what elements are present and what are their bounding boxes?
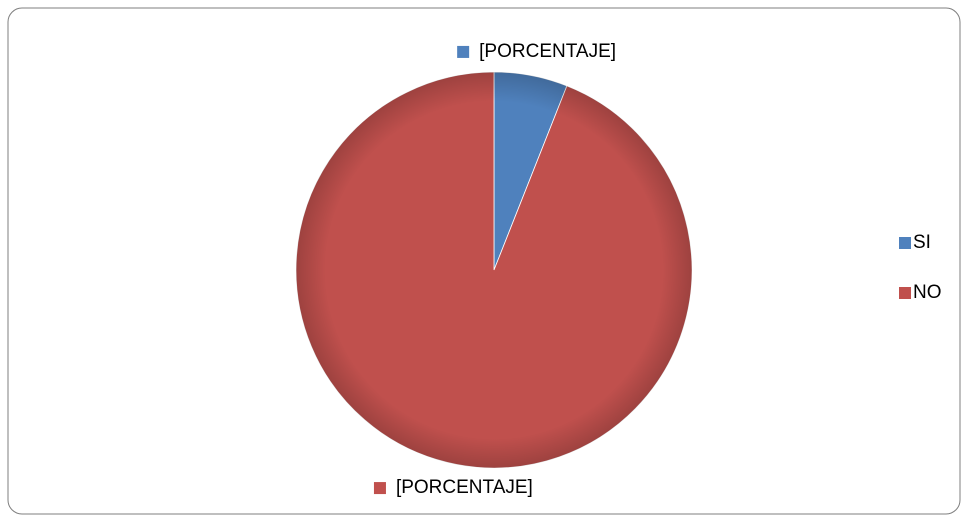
data-label-marker — [457, 45, 470, 58]
data-label: [PORCENTAJE] — [396, 477, 533, 498]
legend-label: SI — [913, 232, 931, 253]
data-label: [PORCENTAJE] — [479, 41, 616, 62]
data-label-marker — [373, 482, 386, 495]
legend-marker — [899, 237, 911, 249]
legend-marker — [899, 287, 911, 299]
pie-slice — [295, 71, 693, 469]
legend-label: NO — [913, 282, 942, 303]
